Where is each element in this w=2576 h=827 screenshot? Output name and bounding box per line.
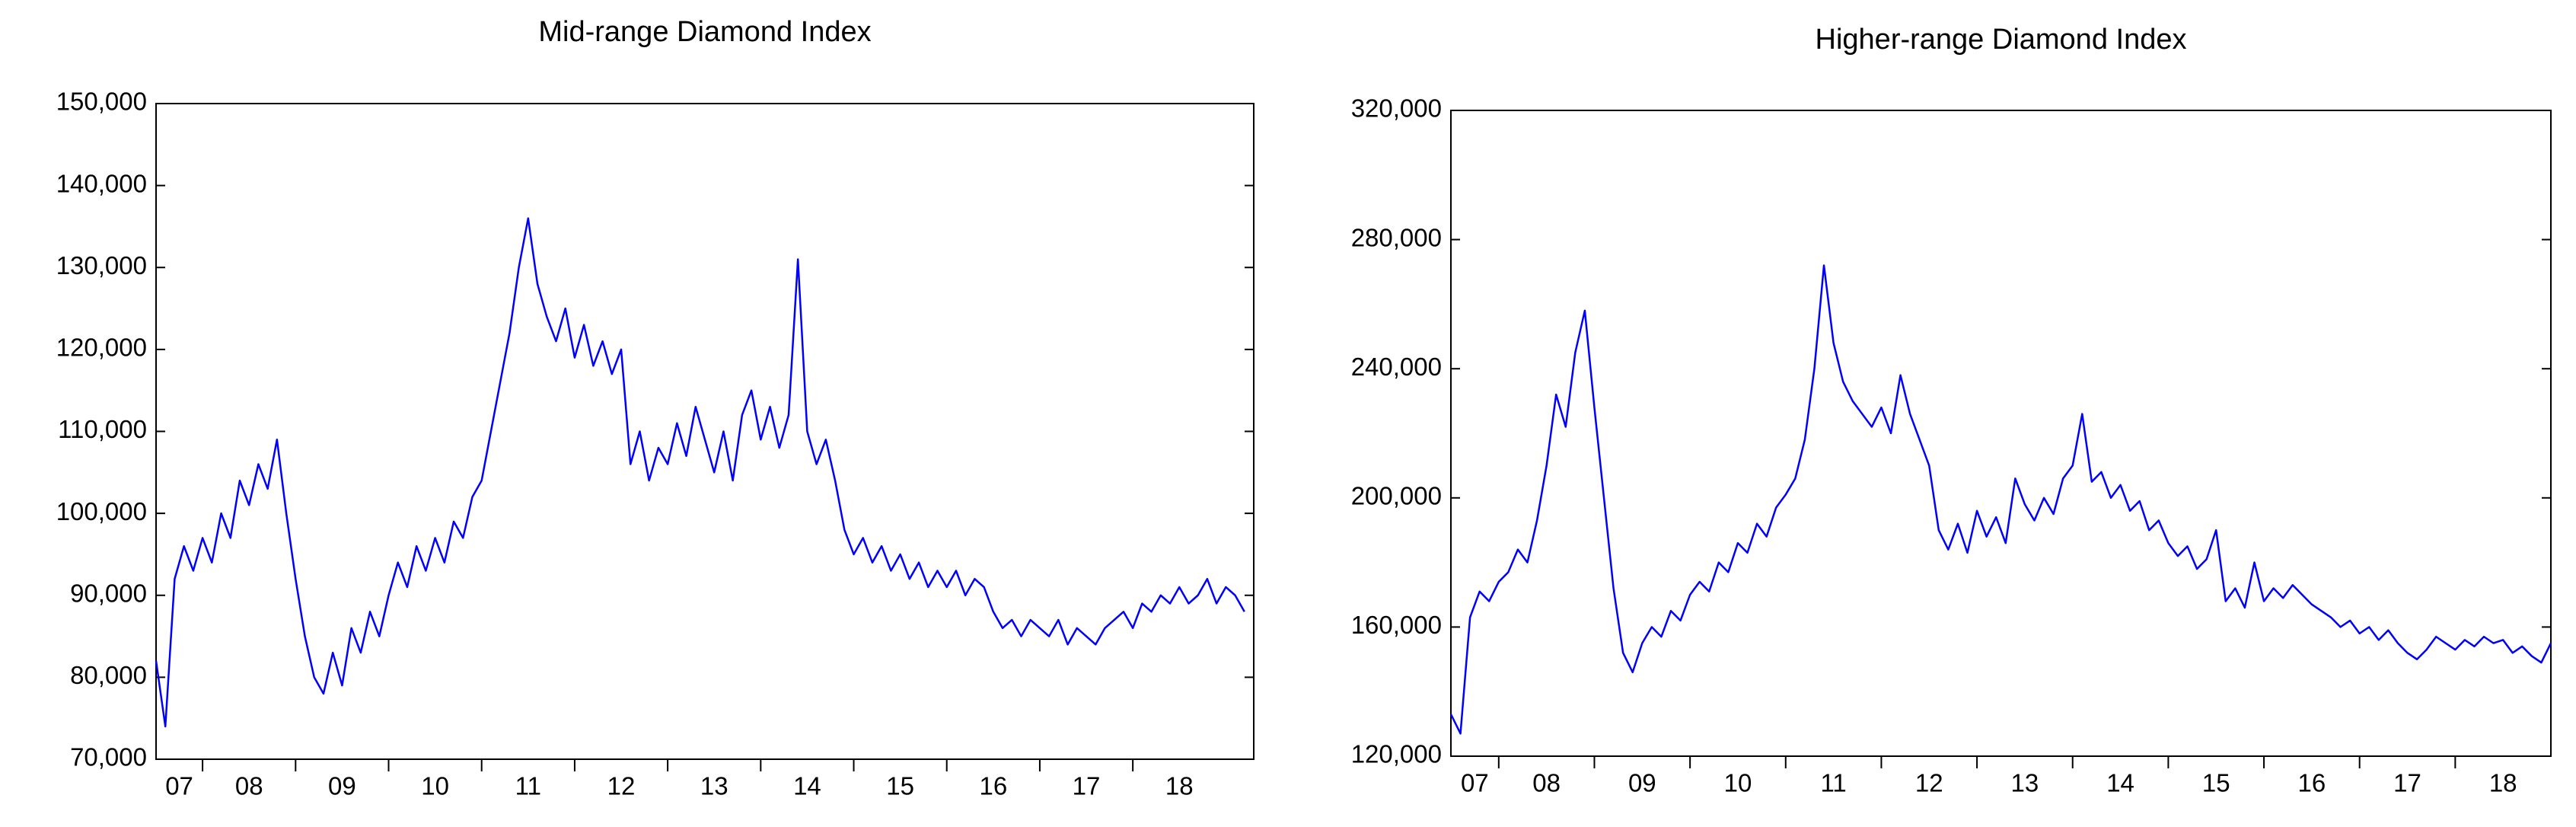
x-tick-label: 11 — [515, 772, 541, 800]
x-tick-label: 16 — [2298, 769, 2326, 797]
x-tick-label: 09 — [1628, 769, 1656, 797]
x-tick-label: 07 — [165, 772, 193, 800]
y-tick-label: 100,000 — [56, 497, 147, 525]
x-tick-label: 14 — [2106, 769, 2134, 797]
y-tick-label: 240,000 — [1351, 353, 1442, 381]
x-tick-label: 09 — [328, 772, 356, 800]
x-tick-label: 15 — [886, 772, 914, 800]
plot-frame — [155, 103, 1255, 760]
x-tick-label: 12 — [1915, 769, 1943, 797]
chart-title: Higher-range Diamond Index — [1816, 24, 2187, 56]
x-tick-label: 13 — [2011, 769, 2039, 797]
y-tick-label: 70,000 — [70, 743, 147, 771]
y-tick-label: 140,000 — [56, 169, 147, 197]
x-tick-label: 17 — [1073, 772, 1101, 800]
x-tick-label: 17 — [2393, 769, 2421, 797]
y-tick-label: 130,000 — [56, 251, 147, 279]
y-tick-label: 150,000 — [56, 88, 147, 116]
y-tick-label: 120,000 — [56, 334, 147, 362]
y-tick-label: 110,000 — [58, 415, 147, 443]
x-tick-label: 07 — [1461, 769, 1489, 797]
x-tick-label: 18 — [1165, 772, 1194, 800]
x-tick-label: 12 — [607, 772, 636, 800]
chart-title: Mid-range Diamond Index — [538, 16, 871, 48]
x-tick-label: 08 — [235, 772, 263, 800]
y-tick-label: 90,000 — [70, 579, 147, 607]
y-tick-label: 200,000 — [1351, 482, 1442, 510]
x-tick-label: 10 — [1724, 769, 1752, 797]
x-tick-label: 11 — [1820, 769, 1846, 797]
series-line — [155, 217, 1245, 728]
x-tick-label: 14 — [793, 772, 821, 800]
plot-frame — [1450, 110, 2552, 757]
y-tick-label: 120,000 — [1351, 740, 1442, 768]
x-tick-label: 15 — [2202, 769, 2230, 797]
y-tick-label: 160,000 — [1351, 611, 1442, 639]
x-tick-label: 08 — [1532, 769, 1561, 797]
y-tick-label: 320,000 — [1351, 94, 1442, 123]
y-tick-label: 80,000 — [70, 661, 147, 689]
x-tick-label: 13 — [700, 772, 728, 800]
y-tick-label: 280,000 — [1351, 223, 1442, 251]
series-line — [1449, 264, 2552, 735]
x-tick-label: 16 — [979, 772, 1007, 800]
x-tick-label: 10 — [421, 772, 449, 800]
x-tick-label: 18 — [2489, 769, 2517, 797]
